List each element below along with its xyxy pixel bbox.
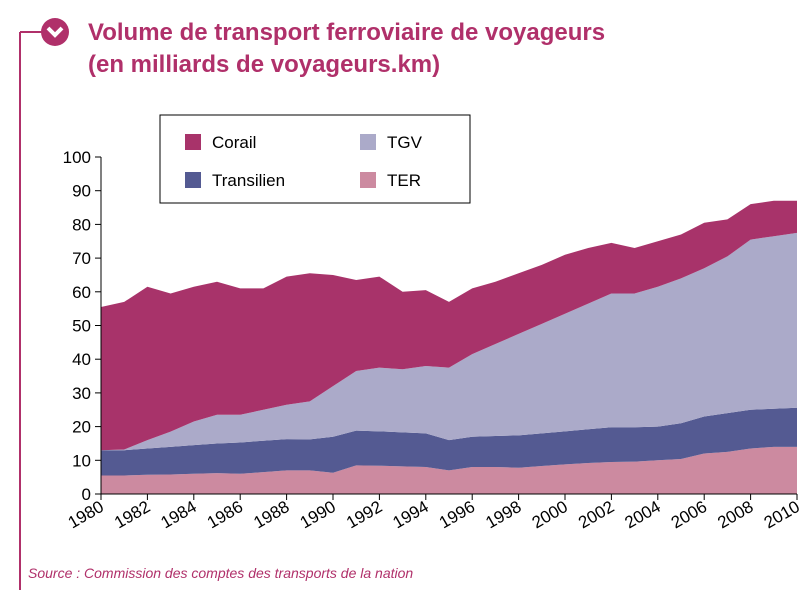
chart-subtitle: (en milliards de voyageurs.km) bbox=[88, 51, 440, 78]
legend-swatch bbox=[185, 134, 201, 150]
area bbox=[101, 200, 797, 451]
y-tick-label: 80 bbox=[72, 215, 91, 234]
icon bbox=[41, 18, 69, 46]
legend-box bbox=[159, 114, 471, 204]
x-tick-label: 1982 bbox=[111, 497, 153, 532]
x-tick-label: 2006 bbox=[668, 497, 710, 532]
source: Source : Commission des comptes des tran… bbox=[28, 565, 413, 581]
x-tick-label: 1990 bbox=[297, 497, 339, 532]
area bbox=[101, 407, 797, 476]
x-tick-label: 2002 bbox=[575, 497, 617, 532]
area bbox=[101, 232, 797, 451]
y-tick-label: 10 bbox=[72, 451, 91, 470]
x-tick-label: 2010 bbox=[761, 497, 803, 532]
x-tick-label: 2008 bbox=[714, 497, 756, 532]
legend-swatch bbox=[360, 172, 376, 188]
x-tick-label: 1998 bbox=[482, 497, 524, 532]
x-tick-label: 1996 bbox=[436, 497, 478, 532]
y-tick-label: 60 bbox=[72, 283, 91, 302]
x-tick-label: 2000 bbox=[529, 497, 571, 532]
y-tick-label: 50 bbox=[72, 317, 91, 336]
x-tick-label: 1984 bbox=[158, 497, 200, 532]
x-tick-label: 1986 bbox=[204, 497, 246, 532]
y-tick-label: 30 bbox=[72, 384, 91, 403]
legend-swatch bbox=[185, 172, 201, 188]
x-tick-label: 1988 bbox=[250, 497, 292, 532]
legend-label: TGV bbox=[387, 133, 423, 152]
y-tick-label: 100 bbox=[63, 148, 91, 167]
legend-label: Corail bbox=[212, 133, 256, 152]
legend-swatch bbox=[360, 134, 376, 150]
y-tick-label: 70 bbox=[72, 249, 91, 268]
x-tick-label: 1994 bbox=[390, 497, 432, 532]
x-tick-label: 2004 bbox=[622, 497, 664, 532]
icon-chevron bbox=[46, 26, 64, 38]
y-tick-label: 40 bbox=[72, 350, 91, 369]
legend-label: TER bbox=[387, 171, 421, 190]
legend-label: Transilien bbox=[212, 171, 285, 190]
y-tick-label: 0 bbox=[82, 485, 91, 504]
chart-title: Volume de transport ferroviaire de voyag… bbox=[88, 19, 605, 46]
y-tick-label: 20 bbox=[72, 418, 91, 437]
x-tick-label: 1992 bbox=[343, 497, 385, 532]
y-tick-label: 90 bbox=[72, 182, 91, 201]
